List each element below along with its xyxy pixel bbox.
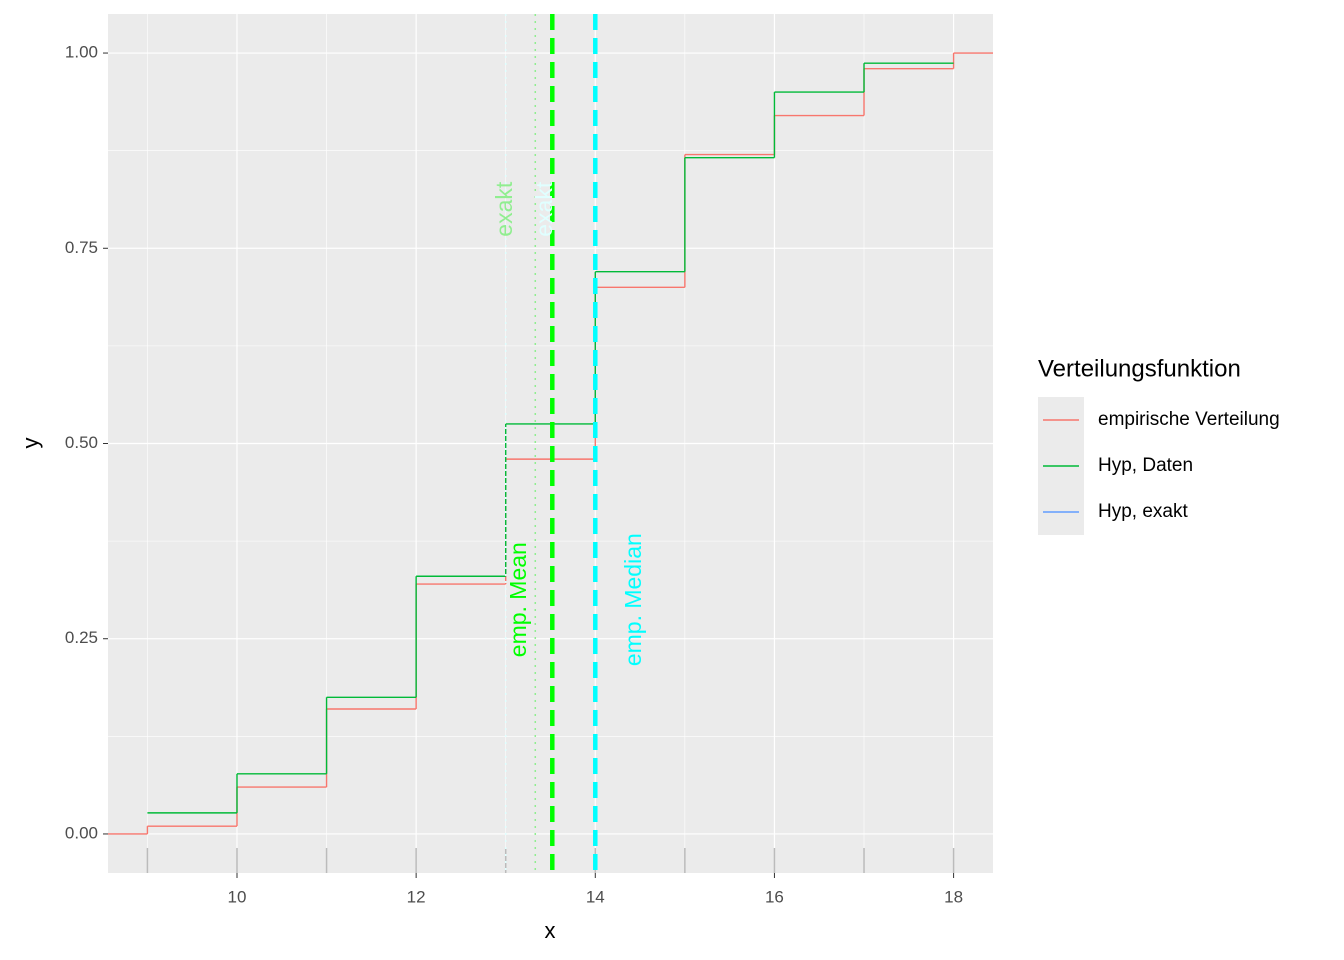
annotation: exakt <box>491 181 517 237</box>
legend-title: Verteilungsfunktion <box>1038 355 1241 382</box>
legend-label: Hyp, exakt <box>1098 501 1188 522</box>
annotation: exakt <box>531 181 557 237</box>
legend-label: empirische Verteilung <box>1098 409 1280 430</box>
y-tick-label: 0.00 <box>65 823 98 842</box>
annotation: emp. Mean <box>505 542 531 657</box>
legend: empirische Verteilung Hyp, Daten Hyp, exak… <box>1038 397 1280 535</box>
legend-label: Hyp, Daten <box>1098 455 1193 476</box>
y-tick-label: 0.25 <box>65 628 98 647</box>
x-tick-label: 14 <box>586 887 605 906</box>
x-tick-label: 12 <box>407 887 426 906</box>
y-axis-title: y <box>18 438 43 449</box>
x-tick-label: 10 <box>228 887 247 906</box>
x-tick-label: 16 <box>765 887 784 906</box>
x-axis-title: x <box>545 918 556 943</box>
annotation: emp. Median <box>620 533 646 666</box>
y-tick-label: 1.00 <box>65 43 98 62</box>
x-tick-label: 18 <box>944 887 963 906</box>
y-tick-label: 0.50 <box>65 433 98 452</box>
plot-area <box>108 14 993 873</box>
y-tick-label: 0.75 <box>65 238 98 257</box>
